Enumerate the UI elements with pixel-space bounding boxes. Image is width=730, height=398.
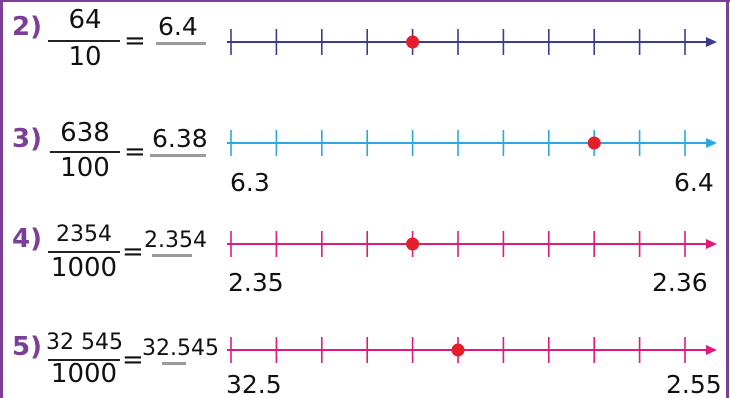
number-line-4 [227,231,717,257]
frame-top-border [0,0,730,2]
plotted-point [587,136,601,150]
problem-number: 4) [12,224,42,254]
fraction-numerator: 638 [60,118,110,148]
plotted-point [451,343,465,357]
number-line-left-label: 6.3 [230,168,270,197]
fraction-bar [48,40,120,42]
answer-value: 6.38 [152,124,208,153]
problem-number: 5) [12,332,42,362]
problem-number: 3) [12,124,42,154]
equals-sign: = [124,137,146,167]
answer-value: 2.354 [144,228,207,253]
number-line-left-label: 32.5 [226,370,282,398]
fraction-bar [50,151,120,153]
number-line-5 [227,337,717,363]
number-line-3 [227,130,717,156]
fraction-denominator: 1000 [50,359,118,389]
frame-left-border [0,0,3,398]
number-line-right-label: 6.4 [674,168,714,197]
problem-number: 2) [12,12,42,42]
equals-sign: = [124,26,146,56]
equals-sign: = [122,345,144,375]
answer-underline [150,154,206,157]
answer-underline [162,362,186,365]
number-line-left-label: 2.35 [228,268,284,297]
arrowhead-icon [706,239,717,249]
fraction-denominator: 10 [68,42,102,72]
fraction-numerator: 64 [68,5,102,35]
arrowhead-icon [706,138,717,148]
fraction-denominator: 100 [60,153,110,183]
arrowhead-icon [706,345,717,355]
answer-underline [152,254,192,257]
number-line-right-label: 2.36 [652,268,708,297]
answer-value: 6.4 [158,12,198,41]
fraction-bar [48,359,120,361]
equals-sign: = [122,237,144,267]
arrowhead-icon [706,37,717,47]
frame-right-border [726,0,729,398]
answer-value: 32.545 [142,336,219,361]
fraction-denominator: 1000 [50,253,118,283]
fraction-bar [48,251,120,253]
answer-underline [156,42,206,45]
fraction-numerator: 32 545 [46,330,123,355]
number-line-2 [227,29,717,55]
fraction-numerator: 2354 [56,222,112,247]
number-line-right-label: 2.55 [666,370,722,398]
plotted-point [406,237,420,251]
plotted-point [406,35,420,49]
